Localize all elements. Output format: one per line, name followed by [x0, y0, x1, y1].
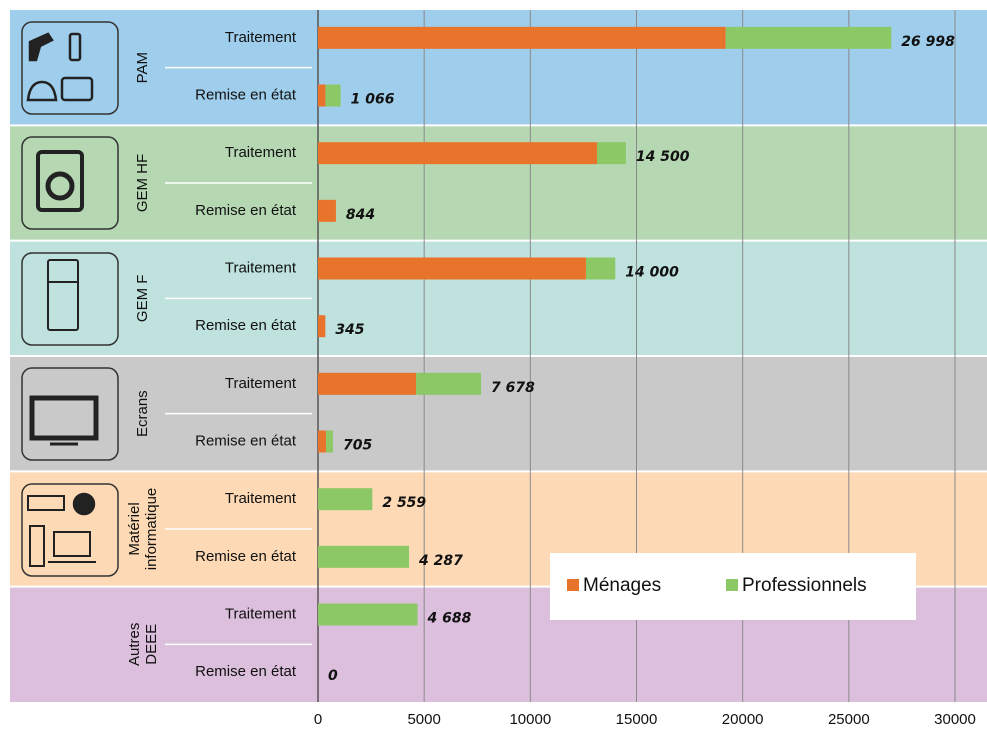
total-label: 4 688	[427, 611, 472, 627]
group-label-line: GEM F	[134, 275, 151, 323]
x-tick-label: 30000	[934, 711, 976, 728]
bar-segment	[318, 27, 726, 49]
group-label: Ecrans	[134, 390, 151, 437]
group-label-line: Matériel	[126, 502, 143, 555]
page: PAM GEM HF GEM F Ecrans Matérielinformatique…	[0, 0, 987, 733]
row-label: Remise en état	[195, 86, 297, 103]
x-tick-label: 15000	[616, 711, 658, 728]
bar-segment	[318, 200, 336, 222]
total-label: 14 000	[625, 265, 679, 281]
total-label: 844	[346, 207, 375, 223]
bar-segment	[318, 431, 326, 453]
chart: PAM GEM HF GEM F Ecrans Matérielinformatique…	[0, 0, 987, 733]
group-label: PAM	[134, 52, 151, 83]
group-label: GEM HF	[134, 154, 151, 212]
bar-segment	[726, 27, 892, 49]
legend-label: Professionnels	[742, 575, 867, 596]
total-label: 1 066	[351, 92, 395, 108]
total-label: 14 500	[636, 149, 690, 165]
x-tick-label: 5000	[407, 711, 440, 728]
bar-segment	[318, 85, 325, 107]
group-label-line: informatique	[143, 488, 160, 571]
bar-segment	[318, 604, 418, 626]
icon-disc	[74, 494, 94, 514]
group-label-line: DEEE	[143, 624, 160, 665]
row-label: Remise en état	[195, 317, 297, 334]
total-label: 705	[343, 438, 372, 454]
row-label: Remise en état	[195, 202, 297, 219]
bar-segment	[326, 431, 333, 453]
bar-segment	[325, 85, 340, 107]
x-tick-label: 25000	[828, 711, 870, 728]
group-band	[10, 356, 987, 471]
row-label: Traitement	[225, 29, 297, 46]
x-tick-label: 0	[314, 711, 322, 728]
bar-segment	[318, 546, 409, 568]
bar-segment	[318, 142, 597, 164]
bar-segment	[318, 488, 372, 510]
row-label: Remise en état	[195, 663, 297, 680]
row-label: Traitement	[225, 144, 297, 161]
bar-segment	[597, 142, 626, 164]
total-label: 345	[335, 322, 364, 338]
group-label: GEM F	[134, 275, 151, 323]
bar-segment	[318, 315, 325, 337]
total-label: 0	[328, 668, 338, 684]
legend-swatch	[726, 579, 738, 591]
bar-segment	[586, 258, 615, 280]
group-label-line: GEM HF	[134, 154, 151, 212]
bar-segment	[318, 258, 586, 280]
row-label: Traitement	[225, 490, 297, 507]
row-label: Remise en état	[195, 432, 297, 449]
total-label: 7 678	[491, 380, 535, 396]
bar-segment	[416, 373, 481, 395]
group-label-line: Ecrans	[134, 390, 151, 437]
group-label: AutresDEEE	[126, 623, 160, 666]
row-label: Traitement	[225, 605, 297, 622]
total-label: 4 287	[418, 553, 463, 569]
group-label-line: PAM	[134, 52, 151, 83]
total-label: 2 559	[382, 495, 426, 511]
legend: Ménages Professionnels	[550, 553, 916, 620]
legend-swatch	[567, 579, 579, 591]
x-tick-label: 20000	[722, 711, 764, 728]
group-label-line: Autres	[126, 623, 143, 666]
x-tick-label: 10000	[509, 711, 551, 728]
legend-label: Ménages	[583, 575, 661, 596]
row-label: Traitement	[225, 375, 297, 392]
row-label: Traitement	[225, 259, 297, 276]
total-label: 26 998	[901, 34, 955, 50]
row-label: Remise en état	[195, 548, 297, 565]
bar-segment	[318, 373, 416, 395]
